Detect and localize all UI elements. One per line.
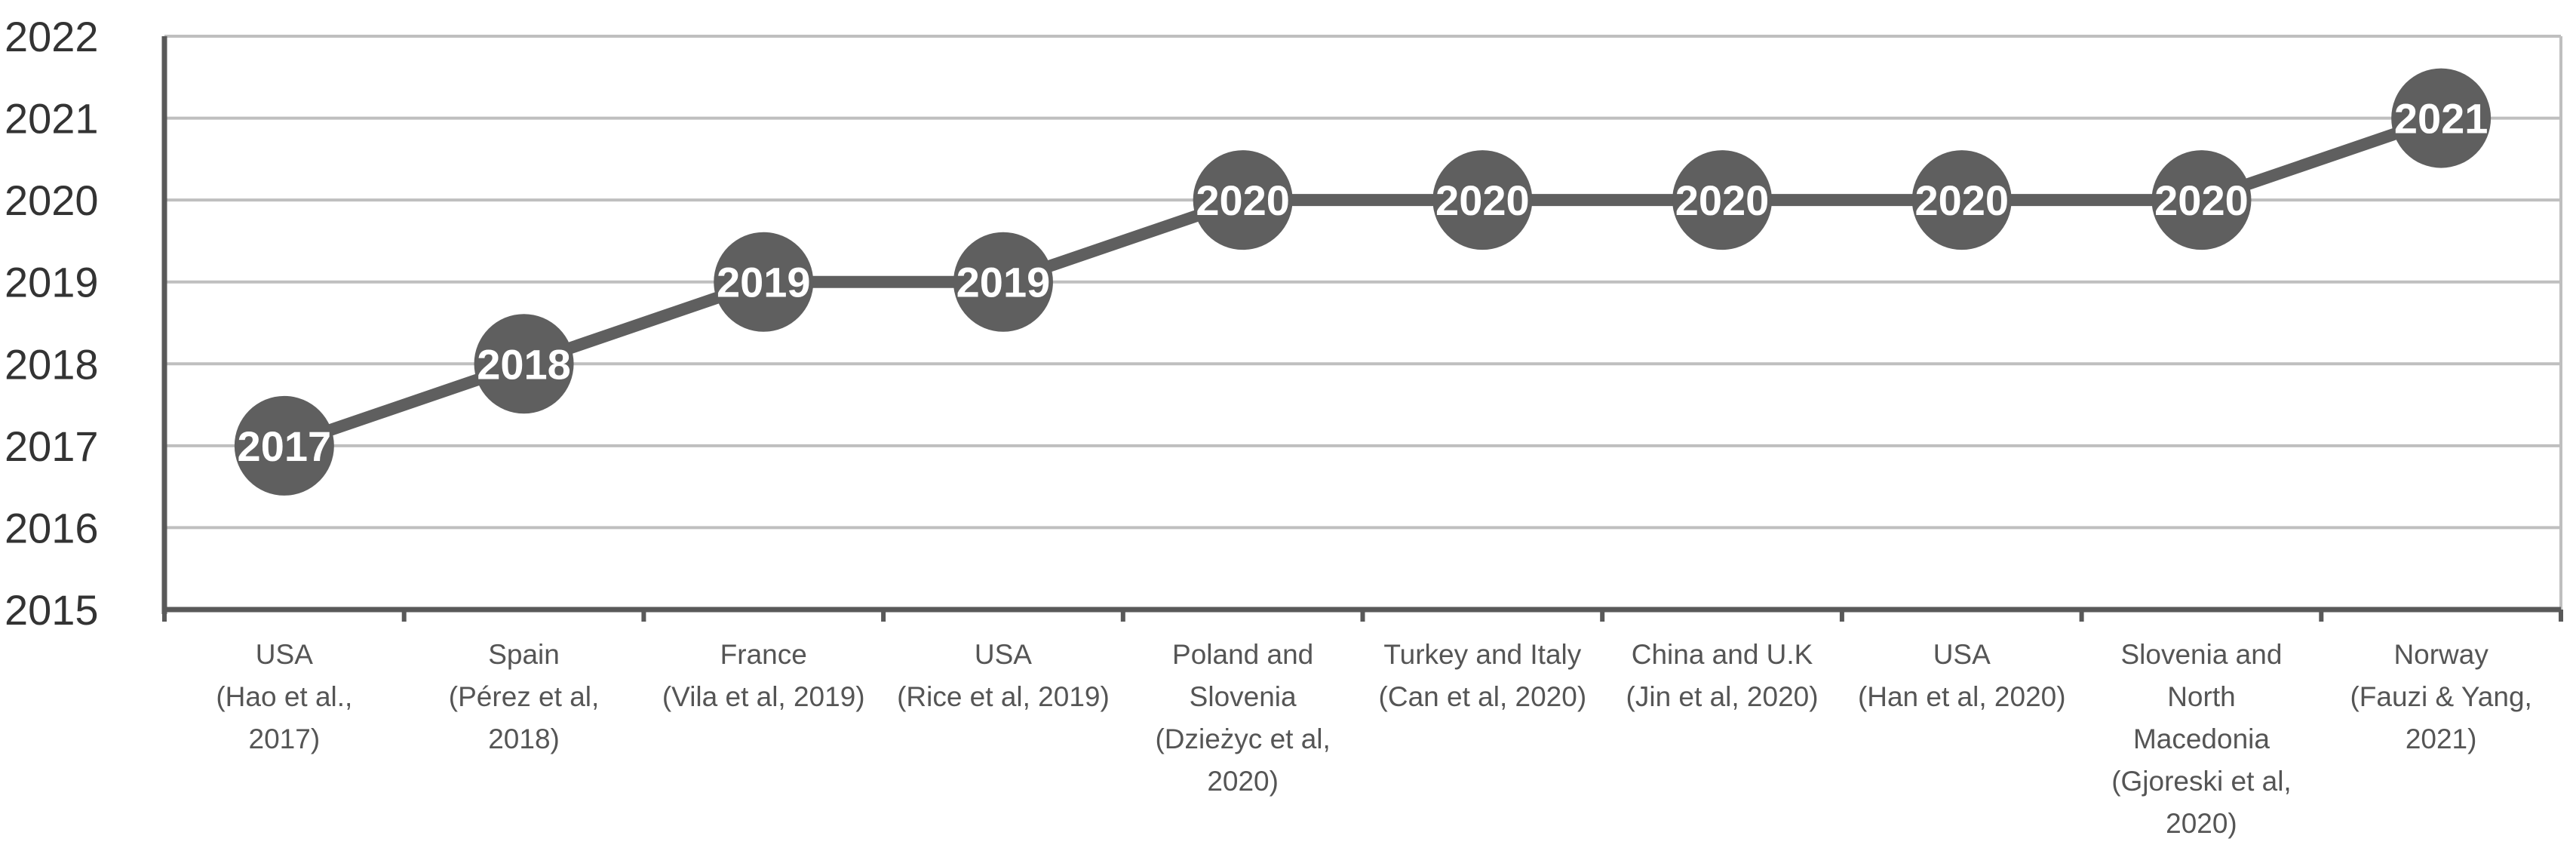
- data-point-marker: [1432, 150, 1533, 250]
- x-category-label: France (Vila et al, 2019): [662, 639, 865, 712]
- x-category-label: USA (Rice et al, 2019): [897, 639, 1110, 712]
- x-category-label: Spain (Pérez et al, 2018): [449, 639, 599, 754]
- data-point-marker: [1911, 150, 2012, 250]
- x-category-label-line: (Jin et al, 2020): [1626, 681, 1819, 712]
- x-category-label-line: (Hao et al.,: [216, 681, 352, 712]
- y-tick-label-2015: 2015: [5, 586, 99, 634]
- x-category-label-line: Poland and: [1172, 639, 1313, 670]
- data-point-marker: [953, 232, 1053, 332]
- x-category-label-line: USA: [256, 639, 313, 670]
- x-category-label-line: USA: [1933, 639, 1991, 670]
- data-point-label: 2019: [956, 259, 1051, 306]
- x-category-label-line: France: [720, 639, 807, 670]
- x-category-label: China and U.K (Jin et al, 2020): [1626, 639, 1819, 712]
- data-point-label: 2019: [717, 259, 811, 306]
- x-category-label-line: Slovenia: [1190, 681, 1297, 712]
- x-category-labels: USA (Hao et al., 2017) Spain (Pérez et al, 20…: [216, 639, 2531, 839]
- data-point-label: 2020: [1196, 177, 1290, 224]
- x-category-label-line: 2021): [2406, 723, 2477, 754]
- y-tick-label-2018: 2018: [5, 340, 99, 388]
- x-category-label-line: (Han et al, 2020): [1858, 681, 2066, 712]
- x-category-label-line: (Rice et al, 2019): [897, 681, 1110, 712]
- x-category-label-line: Spain: [488, 639, 560, 670]
- data-point-marker: [1193, 150, 1293, 250]
- data-point-marker: [2391, 68, 2492, 168]
- x-category-label-line: North: [2167, 681, 2235, 712]
- y-tick-label-2019: 2019: [5, 259, 99, 306]
- y-tick-label-2017: 2017: [5, 422, 99, 470]
- y-tick-label-2020: 2020: [5, 177, 99, 224]
- x-category-label-line: (Gjoreski et al,: [2111, 766, 2292, 797]
- x-category-label-line: 2020): [1207, 766, 1279, 797]
- data-point-label: 2020: [1675, 177, 1770, 224]
- x-category-label: Poland and Slovenia (Dzieżyc et al, 2020): [1155, 639, 1330, 797]
- y-tick-labels: 2015 2016 2017 2018 2019 2020 2021 2022: [5, 13, 99, 634]
- data-point-label: 2020: [2154, 177, 2249, 224]
- x-category-label-line: China and U.K: [1632, 639, 1813, 670]
- data-point-marker: [474, 314, 574, 414]
- data-point-marker: [234, 395, 334, 496]
- axes: [161, 36, 2563, 622]
- x-category-label-line: (Can et al, 2020): [1379, 681, 1587, 712]
- x-category-label: USA (Han et al, 2020): [1858, 639, 2066, 712]
- data-point-label: 2020: [1435, 177, 1530, 224]
- y-tick-label-2021: 2021: [5, 95, 99, 143]
- data-point-marker: [1672, 150, 1773, 250]
- x-category-label: Turkey and Italy (Can et al, 2020): [1379, 639, 1587, 712]
- x-category-label-line: (Pérez et al,: [449, 681, 599, 712]
- x-category-label-line: 2017): [249, 723, 321, 754]
- y-tick-label-2016: 2016: [5, 504, 99, 551]
- series-line: [278, 112, 2448, 452]
- data-point-label: 2020: [1914, 177, 2009, 224]
- x-category-label-line: Turkey and Italy: [1383, 639, 1581, 670]
- x-category-label-line: 2020): [2166, 808, 2237, 839]
- x-category-label-line: (Fauzi & Yang,: [2350, 681, 2531, 712]
- series-line-path: [278, 112, 2448, 452]
- x-category-label-line: Slovenia and: [2120, 639, 2282, 670]
- data-point-label: 2021: [2394, 95, 2488, 143]
- x-category-label: Norway (Fauzi & Yang, 2021): [2350, 639, 2531, 754]
- data-point-marker: [714, 232, 814, 332]
- data-point-label: 2018: [477, 340, 571, 388]
- y-tick-label-2022: 2022: [5, 13, 99, 60]
- data-point-label: 2017: [238, 422, 332, 470]
- data-points: 2017 2018 2019 2019 2020 2020 2020 2020 2020 2021: [234, 68, 2492, 496]
- x-category-label-line: (Dzieżyc et al,: [1155, 723, 1330, 754]
- x-category-label-line: 2018): [488, 723, 560, 754]
- x-category-label-line: (Vila et al, 2019): [662, 681, 865, 712]
- x-category-label-line: USA: [975, 639, 1032, 670]
- x-category-label-line: Norway: [2393, 639, 2488, 670]
- x-category-label-line: Macedonia: [2133, 723, 2270, 754]
- x-category-label: USA (Hao et al., 2017): [216, 639, 352, 754]
- data-point-marker: [2151, 150, 2252, 250]
- gridlines: [164, 35, 2561, 530]
- x-category-label: Slovenia and North Macedonia (Gjoreski et a…: [2111, 639, 2292, 839]
